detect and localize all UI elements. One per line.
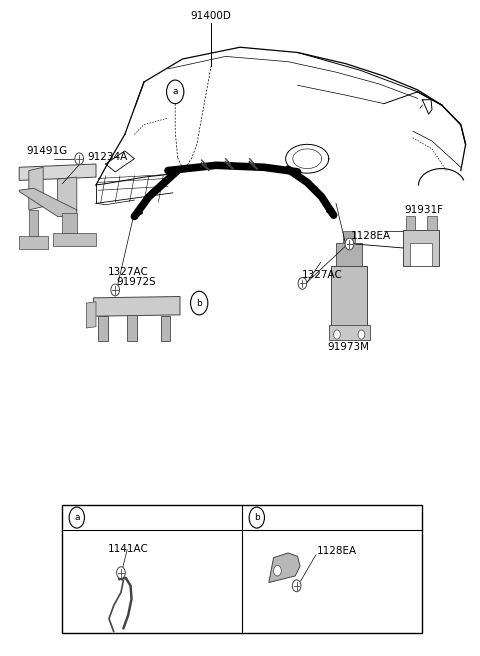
Polygon shape — [269, 553, 300, 583]
Text: 1141AC: 1141AC — [108, 544, 149, 554]
Polygon shape — [29, 167, 43, 210]
Text: b: b — [254, 513, 260, 522]
Polygon shape — [19, 236, 48, 249]
Circle shape — [249, 507, 264, 528]
Circle shape — [167, 80, 184, 104]
Circle shape — [345, 238, 354, 250]
Circle shape — [292, 580, 301, 592]
Polygon shape — [86, 302, 96, 328]
Polygon shape — [336, 243, 362, 266]
Text: 1128EA: 1128EA — [317, 546, 357, 556]
Polygon shape — [62, 213, 77, 233]
Polygon shape — [19, 164, 96, 180]
Text: 1327AC: 1327AC — [108, 267, 149, 277]
Circle shape — [111, 284, 120, 296]
Text: 1128EA: 1128EA — [350, 232, 391, 241]
Polygon shape — [94, 297, 180, 316]
Polygon shape — [98, 316, 108, 341]
Text: 91973M: 91973M — [327, 342, 369, 352]
Polygon shape — [410, 243, 432, 266]
Text: 91234A: 91234A — [87, 152, 128, 163]
Polygon shape — [331, 266, 367, 328]
Polygon shape — [53, 233, 96, 246]
Circle shape — [358, 330, 365, 339]
Polygon shape — [29, 210, 38, 236]
Text: 91491G: 91491G — [26, 146, 68, 156]
Polygon shape — [58, 177, 77, 213]
Circle shape — [117, 567, 125, 579]
Polygon shape — [427, 216, 437, 230]
Circle shape — [298, 277, 307, 289]
Circle shape — [69, 507, 84, 528]
Text: a: a — [74, 513, 80, 522]
Circle shape — [191, 291, 208, 315]
Polygon shape — [329, 325, 370, 340]
Polygon shape — [343, 231, 355, 243]
Polygon shape — [19, 188, 77, 216]
Bar — [62, 505, 422, 633]
Polygon shape — [403, 230, 439, 266]
Text: 1327AC: 1327AC — [301, 270, 342, 280]
Polygon shape — [161, 316, 170, 341]
Polygon shape — [127, 315, 137, 341]
Polygon shape — [406, 216, 415, 230]
Circle shape — [274, 565, 281, 576]
Circle shape — [334, 330, 340, 339]
Text: 91931F: 91931F — [404, 205, 443, 215]
Circle shape — [75, 153, 84, 165]
Text: b: b — [196, 298, 202, 308]
Text: a: a — [172, 87, 178, 96]
Text: 91400D: 91400D — [191, 11, 232, 21]
Text: 91972S: 91972S — [116, 277, 156, 287]
